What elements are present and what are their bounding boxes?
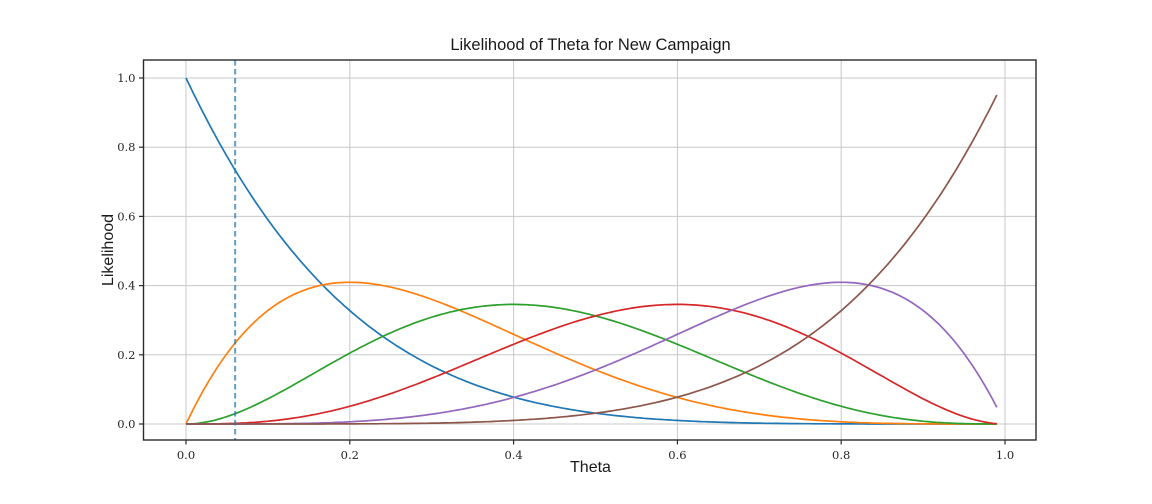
x-tick-label: 1.0: [996, 448, 1014, 462]
x-tick-label: 0.2: [341, 448, 359, 462]
curve-k4: [186, 281, 998, 425]
curve-k5: [186, 94, 998, 425]
x-tick-label: 0.8: [832, 448, 850, 462]
curve-k1: [185, 281, 997, 425]
y-axis-label: Likelihood: [100, 213, 117, 287]
x-tick-label: 0.6: [668, 448, 686, 462]
y-tick-label: 0.8: [117, 140, 135, 154]
y-tick-label: 0.6: [117, 209, 135, 223]
x-tick-label: 0.0: [177, 448, 195, 462]
curve-k2: [185, 303, 997, 425]
curve-k0: [185, 77, 997, 425]
curve-k3: [186, 303, 997, 425]
y-tick-label: 0.2: [117, 348, 135, 362]
chart-title: Likelihood of Theta for New Campaign: [450, 36, 731, 54]
x-tick-label: 0.4: [504, 448, 522, 462]
y-tick-label: 0.4: [117, 279, 135, 293]
y-tick-label: 1.0: [117, 71, 135, 85]
y-tick-label: 0.0: [117, 417, 135, 431]
x-axis-label: Theta: [570, 459, 611, 476]
axes-spines: [142, 59, 1037, 441]
